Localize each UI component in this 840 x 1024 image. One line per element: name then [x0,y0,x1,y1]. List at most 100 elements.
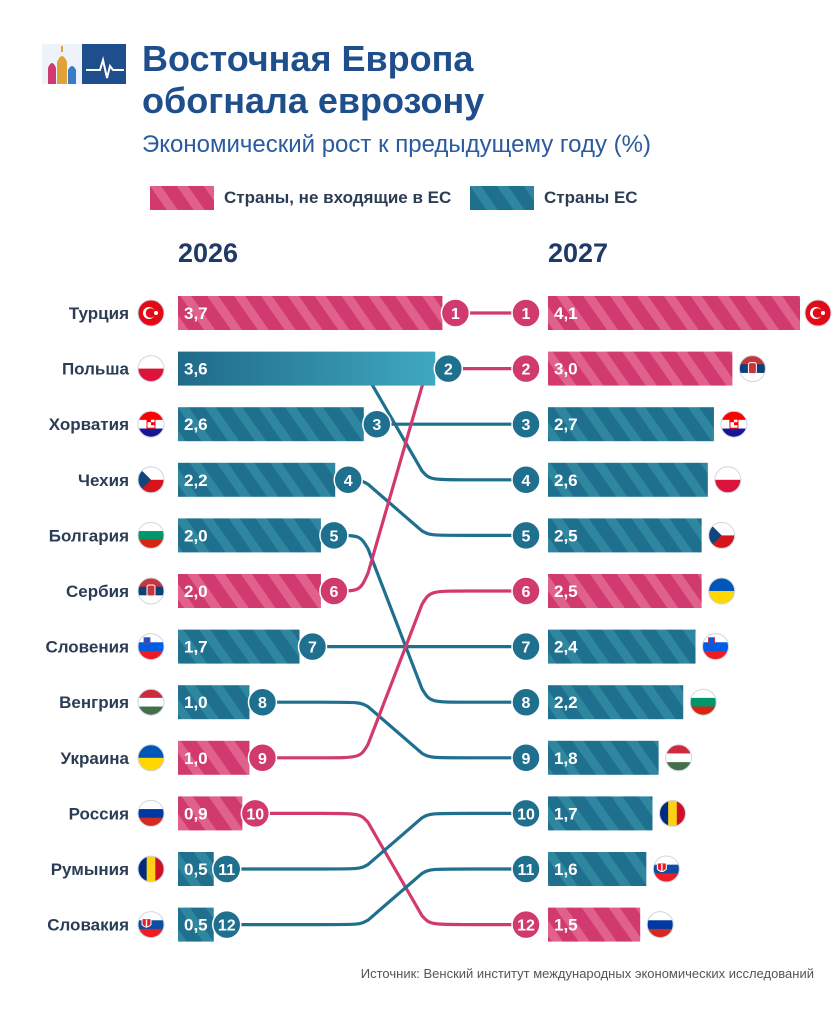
rank-2026-russia: 10 [246,806,264,823]
rank-circle-2027-russia [511,909,541,940]
labels-layer: 2026 2027 3,7 1 Турция 3,6 2 Польша 2,6 3 Хорватия… [45,238,832,940]
bar-2027-bulgaria [548,685,684,720]
serbia-flag-icon [137,577,165,605]
rank-2026-turkey: 1 [451,306,460,323]
rank-circle-2026-slovenia [297,631,328,662]
rank-circle-2026-serbia [319,576,349,606]
serbia-flag-icon [738,355,766,383]
bar-2026-croatia [178,407,364,442]
bar-2026-slovakia [178,907,214,942]
value-2027-slovakia: 1,6 [554,860,578,879]
link-czechia [346,478,528,537]
rank-2026-bulgaria: 5 [329,528,338,545]
rank-2027-czechia: 5 [522,528,531,545]
rank-2027-romania: 10 [517,806,535,823]
rank-circle-2026-croatia [362,409,392,439]
croatia-flag-icon [137,410,165,438]
country-label-russia: Россия [69,804,129,823]
bulgaria-flag-icon [137,521,165,549]
slovenia-flag-icon [137,633,165,661]
value-2026-slovakia: 0,5 [184,916,208,935]
publication-logo [42,44,126,84]
rank-circle-2026-bulgaria [319,520,349,551]
value-2027-ukraine: 2,5 [554,582,578,601]
hungary-flag-icon [137,688,165,716]
bar-2026-slovenia [178,629,300,664]
country-label-czechia: Чехия [78,471,129,490]
bulgaria-flag-icon [689,688,717,716]
rank-2026-romania: 11 [218,862,235,879]
bar-2026-poland [178,351,436,386]
link-slovakia [225,867,528,927]
country-label-poland: Польша [62,360,130,379]
russia-flag-icon [137,799,165,827]
rank-2026-czechia: 4 [344,473,353,490]
rank-circle-2027-serbia [511,353,541,384]
rank-circle-2027-ukraine [511,576,541,606]
rank-links [225,311,528,927]
title-line-2: обогнала еврозону [142,80,485,121]
rank-2027-croatia: 3 [522,417,531,434]
bar-2027-ukraine [548,574,702,608]
rank-2027-slovenia: 7 [522,640,531,657]
bar-2027-czechia [548,518,702,553]
rank-2026-poland: 2 [444,362,453,379]
rank-circle-2026-hungary [247,687,278,717]
value-2027-turkey: 4,1 [554,304,578,323]
title-line-1: Восточная Европа [142,38,474,79]
bar-2027-turkey [548,296,800,330]
chart-title: Восточная Европа обогнала еврозону [142,38,484,122]
poland-flag-icon [137,355,165,383]
value-2026-slovenia: 1,7 [184,638,208,657]
bars-layer [178,296,800,942]
rank-2027-bulgaria: 8 [522,695,531,712]
rank-circle-2027-bulgaria [511,687,541,717]
czechia-flag-icon [137,466,165,494]
legend-swatch-eu [470,186,534,210]
rank-2027-serbia: 2 [522,362,531,379]
country-label-turkey: Турция [69,304,129,323]
rank-2027-poland: 4 [522,473,531,490]
value-2027-slovenia: 2,4 [554,638,578,657]
bar-2027-slovakia [548,852,647,886]
value-2027-croatia: 2,7 [554,415,578,434]
turkey-flag-icon [804,299,832,327]
ukraine-flag-icon [708,577,736,605]
country-label-slovakia: Словакия [47,916,129,935]
bar-2027-serbia [548,351,733,386]
bar-2027-croatia [548,407,714,442]
rank-circle-2027-czechia [511,520,541,551]
rank-circle-2027-croatia [511,409,541,439]
bar-2027-poland [548,462,708,497]
rank-2027-hungary: 9 [522,751,531,768]
value-2027-russia: 1,5 [554,916,578,935]
rank-circle-2027-hungary [511,743,541,773]
bar-2027-russia [548,907,641,942]
rank-circle-2027-slovenia [511,631,541,662]
rank-circle-2026-slovakia [211,909,242,940]
bar-2027-romania [548,796,653,831]
rank-circle-2027-slovakia [511,854,541,884]
link-russia [253,811,528,927]
rank-2026-croatia: 3 [372,417,381,434]
country-label-slovenia: Словения [45,638,129,657]
croatia-flag-icon [720,410,748,438]
rank-2026-slovenia: 7 [308,640,317,657]
russia-flag-icon [646,911,674,939]
legend-label-non-eu: Страны, не входящие в ЕС [224,188,452,207]
value-2027-bulgaria: 2,2 [554,693,578,712]
value-2027-poland: 2,6 [554,471,578,490]
country-label-bulgaria: Болгария [49,526,129,545]
year-label-2027: 2027 [548,238,608,268]
rank-circle-2026-russia [240,798,271,829]
value-2027-romania: 1,7 [554,804,578,823]
rank-2026-serbia: 6 [329,584,338,601]
rank-circle-2026-turkey [440,298,471,328]
rank-2027-ukraine: 6 [522,584,531,601]
slovakia-flag-icon [652,855,680,883]
romania-flag-icon [658,799,686,827]
legend-eu: Страны ЕС [470,185,638,211]
rank-circle-2027-poland [511,465,541,495]
bar-2027-slovenia [548,629,696,664]
value-2026-croatia: 2,6 [184,415,208,434]
